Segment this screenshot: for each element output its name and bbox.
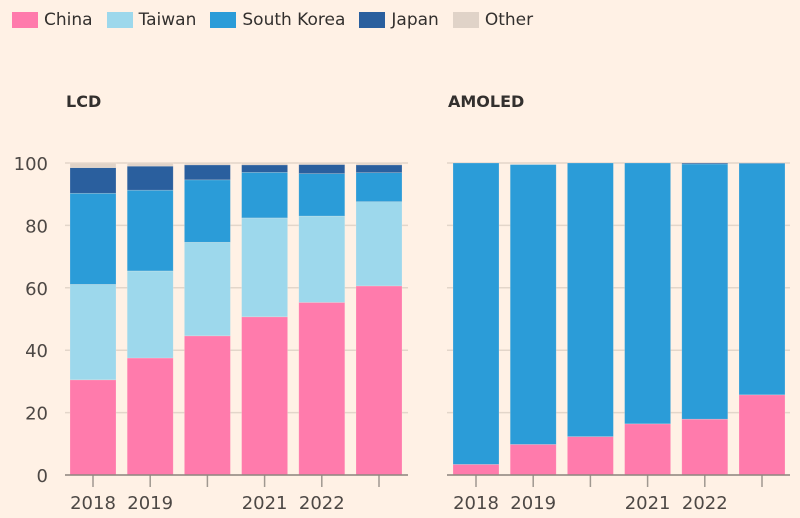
legend: China Taiwan South Korea Japan Other — [12, 10, 533, 30]
bar-south-korea-2020 — [184, 179, 231, 243]
bar-china-2022 — [298, 302, 346, 476]
legend-item-japan: Japan — [359, 10, 439, 30]
legend-item-china: China — [12, 10, 93, 30]
bar-japan-2022 — [298, 164, 346, 174]
bar-taiwan-2023 — [355, 201, 403, 287]
legend-label: Other — [484, 10, 534, 30]
bar-taiwan-2019 — [126, 270, 174, 359]
bar-china-2018 — [452, 464, 500, 476]
x-tick-label: 2021 — [625, 493, 671, 514]
bar-taiwan-2020 — [184, 241, 231, 337]
bar-other-2021 — [241, 162, 288, 166]
bar-south-korea-2023 — [355, 172, 403, 202]
bar-japan-2022 — [681, 162, 729, 165]
bar-japan-2020 — [184, 164, 231, 181]
legend-label: Japan — [391, 10, 439, 30]
bar-south-korea-2018 — [69, 192, 117, 285]
bar-south-korea-2019 — [509, 164, 557, 445]
bar-other-2022 — [298, 162, 346, 165]
legend-item-other: Other — [452, 10, 534, 30]
amoled-title: AMOLED — [448, 92, 525, 111]
legend-label: South Korea — [242, 10, 346, 30]
bar-china-2019 — [509, 444, 557, 476]
legend-label: Taiwan — [138, 10, 197, 30]
y-tick-label: 40 — [25, 341, 48, 362]
bar-china-2023 — [738, 394, 786, 476]
x-tick-label: 2022 — [299, 493, 345, 514]
bar-other-2020 — [184, 162, 231, 166]
x-tick-label: 2021 — [242, 493, 288, 514]
bar-japan-2018 — [69, 167, 117, 194]
bar-south-korea-2022 — [681, 163, 729, 420]
legend-swatch — [210, 12, 237, 28]
legend-swatch — [106, 12, 133, 28]
bar-japan-2021 — [241, 164, 288, 173]
legend-swatch — [12, 12, 38, 28]
legend-item-south-korea: South Korea — [210, 10, 345, 30]
bar-china-2018 — [69, 379, 117, 476]
bar-south-korea-2018 — [452, 162, 500, 465]
bar-china-2020 — [184, 335, 231, 476]
y-tick-label: 0 — [37, 466, 48, 487]
x-tick-label: 2018 — [453, 493, 499, 514]
bar-china-2022 — [681, 418, 729, 476]
y-tick-label: 100 — [14, 154, 48, 175]
bar-china-2020 — [567, 436, 614, 476]
bar-south-korea-2020 — [567, 162, 614, 437]
bar-taiwan-2018 — [69, 284, 117, 381]
y-tick-label: 20 — [25, 404, 48, 425]
bar-south-korea-2021 — [241, 172, 288, 219]
x-tick-label: 2018 — [70, 493, 116, 514]
bar-south-korea-2022 — [298, 173, 346, 217]
bar-south-korea-2019 — [126, 189, 174, 272]
legend-label: China — [44, 10, 93, 30]
bar-south-korea-2023 — [738, 163, 786, 396]
bar-taiwan-2021 — [241, 217, 288, 318]
bar-taiwan-2022 — [298, 215, 346, 303]
y-tick-label: 60 — [25, 279, 48, 300]
bar-china-2019 — [126, 357, 174, 476]
x-tick-label: 2019 — [127, 493, 173, 514]
bar-japan-2023 — [355, 164, 403, 173]
legend-swatch — [359, 12, 386, 28]
bar-china-2023 — [355, 285, 403, 476]
bar-japan-2019 — [126, 165, 174, 191]
bar-south-korea-2021 — [624, 162, 671, 425]
legend-swatch — [452, 12, 479, 28]
bar-other-2019 — [126, 162, 174, 167]
y-tick-label: 80 — [25, 216, 48, 237]
x-tick-label: 2022 — [682, 493, 728, 514]
bar-other-2023 — [355, 162, 403, 166]
bar-other-2018 — [69, 162, 117, 168]
x-tick-label: 2019 — [510, 493, 556, 514]
lcd-title: LCD — [66, 92, 102, 111]
bar-china-2021 — [624, 423, 671, 476]
bar-china-2021 — [241, 316, 288, 476]
legend-item-taiwan: Taiwan — [106, 10, 197, 30]
